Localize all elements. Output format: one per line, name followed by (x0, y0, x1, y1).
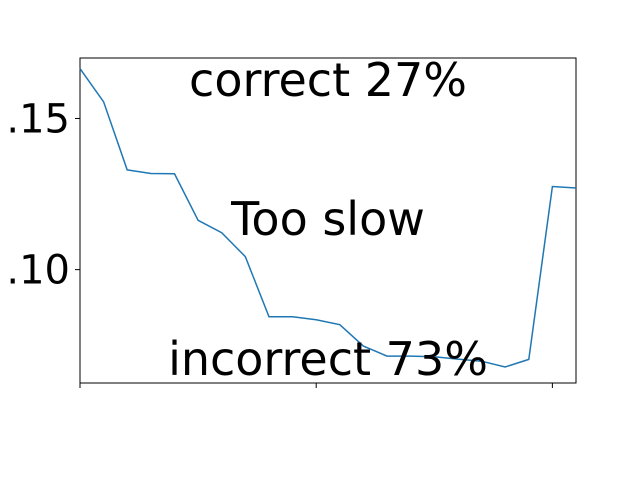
y-tick-label-0: .15 (6, 96, 70, 142)
x-axis-ticks (79, 383, 553, 388)
plot-area (79, 57, 577, 384)
y-axis-ticks: .15 .10 (6, 96, 80, 294)
annotation-incorrect: incorrect 73% (168, 332, 488, 386)
y-tick-label-1: .10 (6, 248, 70, 294)
annotation-too-slow: Too slow (230, 192, 425, 246)
annotation-correct: correct 27% (189, 53, 467, 107)
series-line (79, 68, 577, 368)
